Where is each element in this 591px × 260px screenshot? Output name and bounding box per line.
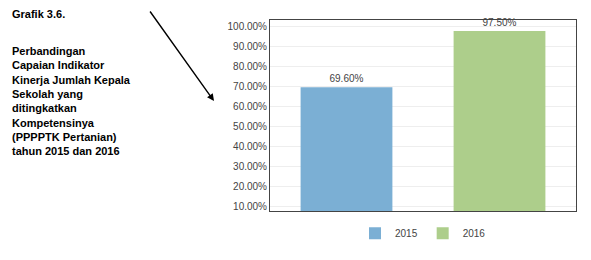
svg-text:50.00%: 50.00% [233,121,267,132]
svg-text:70.00%: 70.00% [233,81,267,92]
svg-text:Grafik 3.6.: Grafik 3.6. [12,8,65,20]
svg-text:69.60%: 69.60% [329,73,363,84]
svg-text:40.00%: 40.00% [233,141,267,152]
svg-text:10.00%: 10.00% [233,201,267,212]
svg-text:100.00%: 100.00% [228,21,268,32]
svg-text:2016: 2016 [463,228,486,239]
svg-text:80.00%: 80.00% [233,61,267,72]
svg-text:PerbandinganCapaian IndikatorK: PerbandinganCapaian IndikatorKinerja Jum… [12,45,131,157]
svg-text:30.00%: 30.00% [233,161,267,172]
svg-text:20.00%: 20.00% [233,181,267,192]
svg-text:97.50%: 97.50% [482,17,516,28]
svg-text:90.00%: 90.00% [233,41,267,52]
svg-text:2015: 2015 [395,228,418,239]
svg-text:60.00%: 60.00% [233,101,267,112]
